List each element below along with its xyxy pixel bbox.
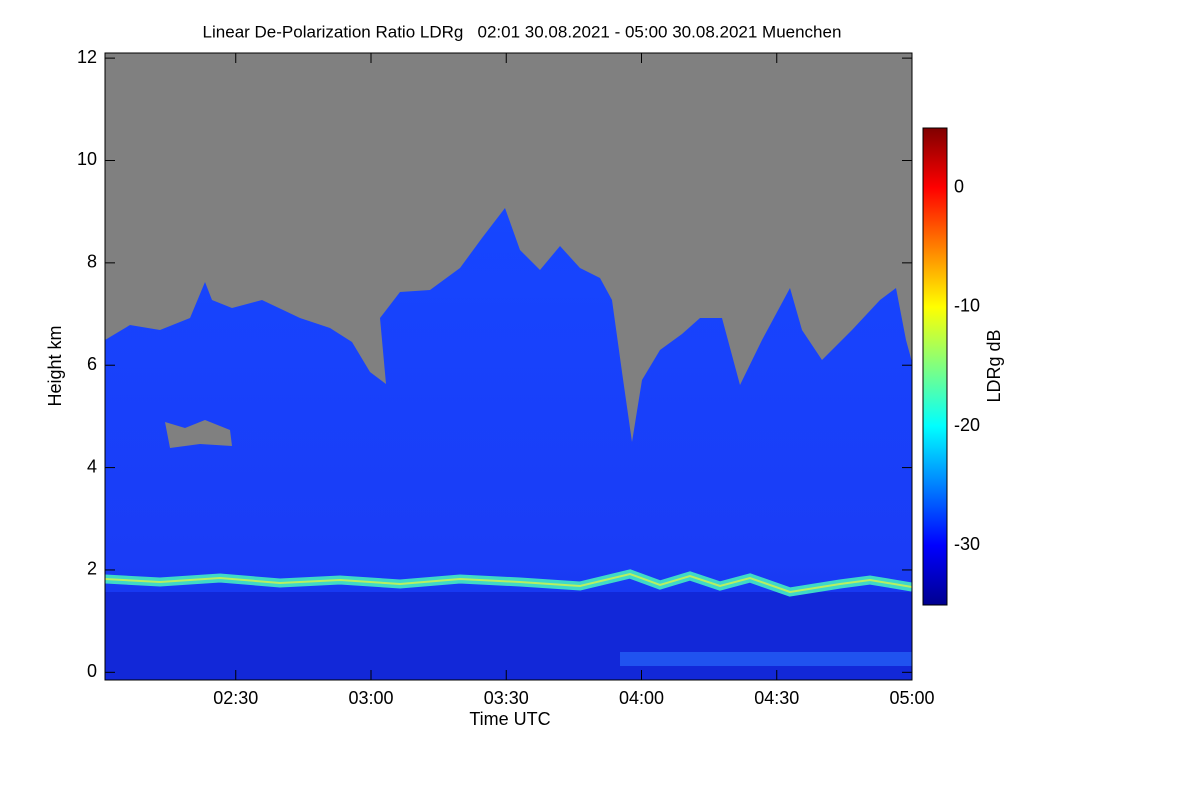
no-signal-patch <box>165 420 232 448</box>
y-tick-label: 0 <box>87 661 97 681</box>
chart-title: Linear De-Polarization Ratio LDRg 02:01 … <box>203 22 842 41</box>
y-tick-label: 8 <box>87 252 97 272</box>
x-tick-label: 03:30 <box>484 688 529 708</box>
y-tick-label: 10 <box>77 149 97 169</box>
y-axis-label: Height km <box>45 325 65 406</box>
x-tick-label: 04:30 <box>754 688 799 708</box>
heatmap-field <box>105 53 912 680</box>
colorbar-tick-label: 0 <box>954 176 964 196</box>
x-tick-label: 04:00 <box>619 688 664 708</box>
y-tick-label: 6 <box>87 354 97 374</box>
y-tick-label: 12 <box>77 47 97 67</box>
y-tick-label: 4 <box>87 456 97 476</box>
boundary-layer <box>105 592 912 680</box>
plot-frame <box>104 52 913 681</box>
colorbar <box>922 127 948 606</box>
cloud-base-core <box>105 572 912 594</box>
signal-area <box>105 208 912 680</box>
axes: 0 2 4 6 8 10 12 02:30 03:00 03:30 04:00 04:30 05:00 -… <box>77 47 980 708</box>
colorbar-tick-label: -10 <box>954 296 980 316</box>
x-tick-label: 02:30 <box>213 688 258 708</box>
colorbar-label: LDRg dB <box>984 329 1004 402</box>
y-tick-label: 2 <box>87 559 97 579</box>
x-tick-label: 03:00 <box>348 688 393 708</box>
colorbar-tick-label: -20 <box>954 415 980 435</box>
near-ground-signal <box>620 652 912 666</box>
x-tick-label: 05:00 <box>889 688 934 708</box>
x-axis-label: Time UTC <box>469 709 550 729</box>
colorbar-tick-label: -30 <box>954 534 980 554</box>
